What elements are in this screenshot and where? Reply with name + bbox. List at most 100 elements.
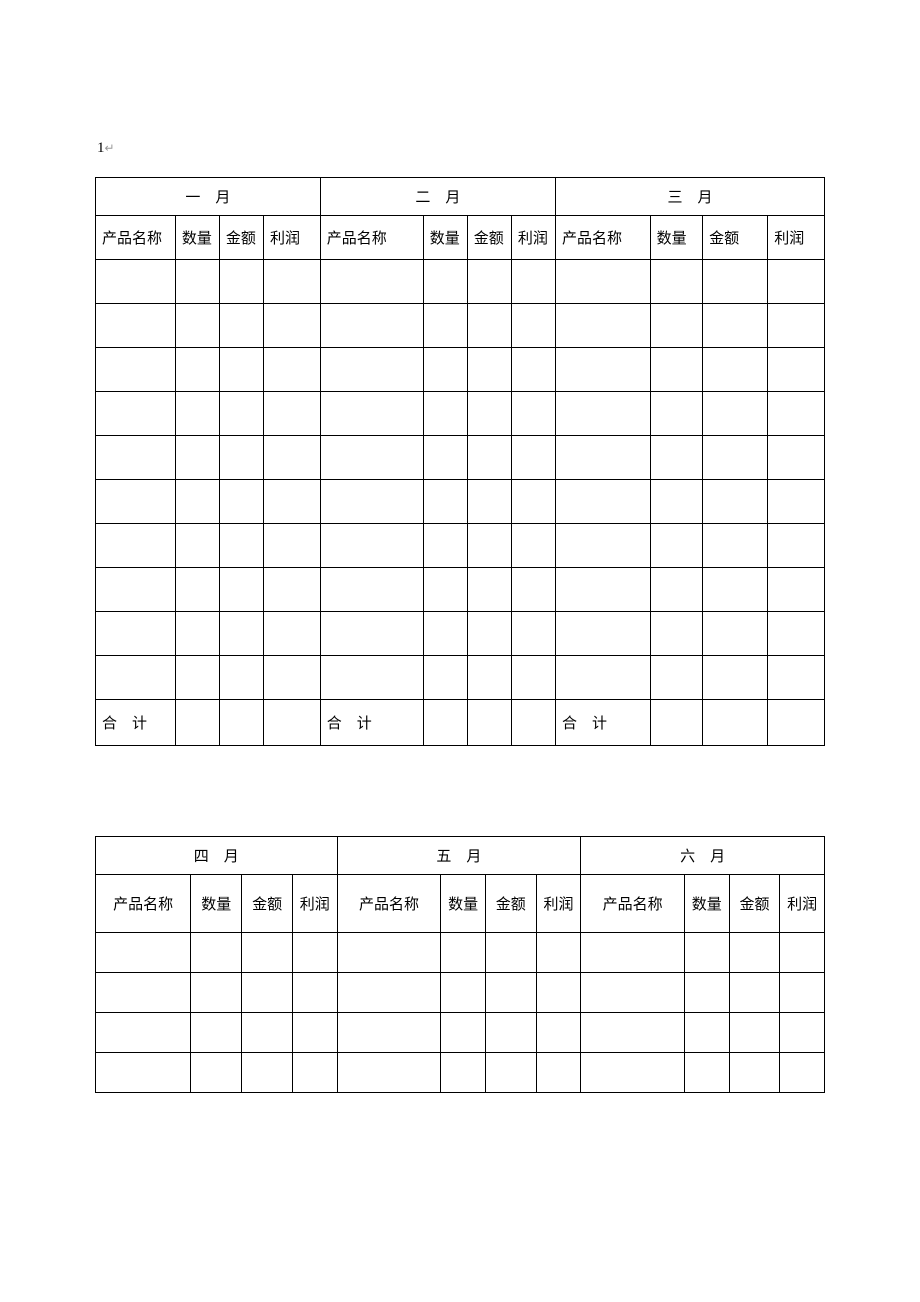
col-label: 金额 [252, 897, 282, 913]
month-header-cell: 四 月 [96, 837, 338, 875]
empty-cell [264, 436, 321, 480]
col-header: 利润 [264, 216, 321, 260]
empty-cell [511, 348, 555, 392]
total-cell [175, 700, 219, 746]
col-label: 利润 [774, 231, 804, 247]
empty-cell [264, 612, 321, 656]
empty-cell [485, 1053, 536, 1093]
empty-cell [423, 348, 467, 392]
total-cell [423, 700, 467, 746]
empty-cell [96, 568, 176, 612]
col-header: 金额 [485, 875, 536, 933]
col-label: 金额 [226, 231, 256, 247]
total-cell [219, 700, 263, 746]
empty-cell [511, 612, 555, 656]
empty-cell [242, 933, 293, 973]
empty-cell [219, 348, 263, 392]
empty-cell [685, 1053, 729, 1093]
empty-cell [729, 933, 780, 973]
col-label: 数量 [182, 231, 212, 247]
col-header: 金额 [703, 216, 768, 260]
table-row [96, 260, 825, 304]
empty-cell [175, 304, 219, 348]
empty-cell [264, 304, 321, 348]
empty-cell [96, 656, 176, 700]
empty-cell [423, 392, 467, 436]
empty-cell [650, 612, 703, 656]
table1-body [96, 260, 825, 700]
empty-cell [581, 1053, 685, 1093]
empty-cell [320, 436, 423, 480]
empty-cell [219, 436, 263, 480]
table-row [96, 656, 825, 700]
page-number-value: 1 [97, 140, 105, 156]
empty-cell [175, 656, 219, 700]
total-cell [703, 700, 768, 746]
empty-cell [423, 304, 467, 348]
empty-cell [175, 348, 219, 392]
col-header: 金额 [729, 875, 780, 933]
empty-cell [175, 524, 219, 568]
col-label: 产品名称 [562, 231, 622, 247]
empty-cell [768, 436, 825, 480]
table-row [96, 304, 825, 348]
col-label: 数量 [657, 231, 687, 247]
empty-cell [191, 1053, 242, 1093]
empty-cell [556, 612, 651, 656]
table-row [96, 1013, 825, 1053]
empty-cell [581, 1013, 685, 1053]
empty-cell [96, 348, 176, 392]
empty-cell [191, 973, 242, 1013]
empty-cell [556, 392, 651, 436]
empty-cell [320, 304, 423, 348]
col-header: 利润 [293, 875, 338, 933]
col-header: 利润 [536, 875, 581, 933]
col-header: 数量 [423, 216, 467, 260]
empty-cell [729, 1053, 780, 1093]
empty-cell [242, 1013, 293, 1053]
table-row [96, 568, 825, 612]
empty-cell [467, 260, 511, 304]
empty-cell [175, 392, 219, 436]
col-label: 产品名称 [359, 897, 419, 913]
empty-cell [768, 656, 825, 700]
empty-cell [96, 524, 176, 568]
empty-cell [511, 480, 555, 524]
empty-cell [556, 304, 651, 348]
empty-cell [96, 480, 176, 524]
empty-cell [242, 1053, 293, 1093]
empty-cell [703, 480, 768, 524]
empty-cell [703, 524, 768, 568]
empty-cell [337, 933, 441, 973]
empty-cell [264, 260, 321, 304]
table1-month-header-row: 一 月 二 月 三 月 [96, 178, 825, 216]
empty-cell [780, 1053, 825, 1093]
empty-cell [780, 1013, 825, 1053]
table-row [96, 480, 825, 524]
empty-cell [467, 524, 511, 568]
empty-cell [768, 260, 825, 304]
empty-cell [511, 524, 555, 568]
col-label: 金额 [496, 897, 526, 913]
col-label: 利润 [270, 231, 300, 247]
empty-cell [320, 568, 423, 612]
empty-cell [441, 1053, 485, 1093]
empty-cell [219, 480, 263, 524]
empty-cell [703, 568, 768, 612]
empty-cell [423, 568, 467, 612]
empty-cell [467, 348, 511, 392]
col-label: 产品名称 [102, 231, 162, 247]
monthly-table-1: 一 月 二 月 三 月 产品名称 数量 金额 利润 产品名称 数量 金额 利润 … [95, 177, 825, 746]
empty-cell [556, 260, 651, 304]
table-row [96, 436, 825, 480]
col-header: 数量 [650, 216, 703, 260]
col-label: 金额 [739, 897, 769, 913]
empty-cell [485, 1013, 536, 1053]
col-header: 利润 [511, 216, 555, 260]
col-header: 金额 [219, 216, 263, 260]
empty-cell [768, 612, 825, 656]
empty-cell [96, 612, 176, 656]
empty-cell [96, 304, 176, 348]
empty-cell [219, 656, 263, 700]
empty-cell [320, 656, 423, 700]
